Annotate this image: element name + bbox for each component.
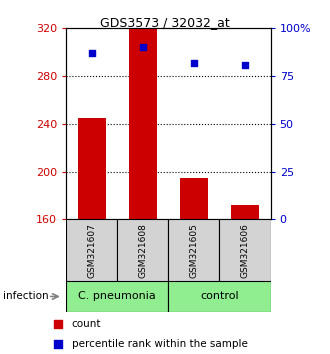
Text: control: control (200, 291, 239, 302)
Text: percentile rank within the sample: percentile rank within the sample (72, 339, 248, 349)
Text: GSM321608: GSM321608 (138, 223, 147, 278)
Text: infection: infection (3, 291, 49, 302)
Bar (168, 219, 219, 281)
Bar (129, 26, 157, 219)
Point (242, 62, 248, 68)
Bar (231, 205, 259, 219)
Text: GSM321607: GSM321607 (87, 223, 96, 278)
Bar (66, 219, 117, 281)
Point (89, 50, 94, 56)
Point (140, 45, 146, 50)
Bar (168, 281, 271, 312)
Bar (78, 118, 106, 219)
Bar (219, 219, 271, 281)
Bar (180, 178, 208, 219)
Bar (117, 219, 168, 281)
Bar (66, 281, 168, 312)
Point (191, 60, 197, 65)
Text: GSM321605: GSM321605 (189, 223, 198, 278)
Point (56, 321, 61, 327)
Text: C. pneumonia: C. pneumonia (78, 291, 156, 302)
Point (56, 341, 61, 347)
Text: GSM321606: GSM321606 (241, 223, 249, 278)
Text: count: count (72, 319, 101, 329)
Text: GDS3573 / 32032_at: GDS3573 / 32032_at (100, 16, 230, 29)
